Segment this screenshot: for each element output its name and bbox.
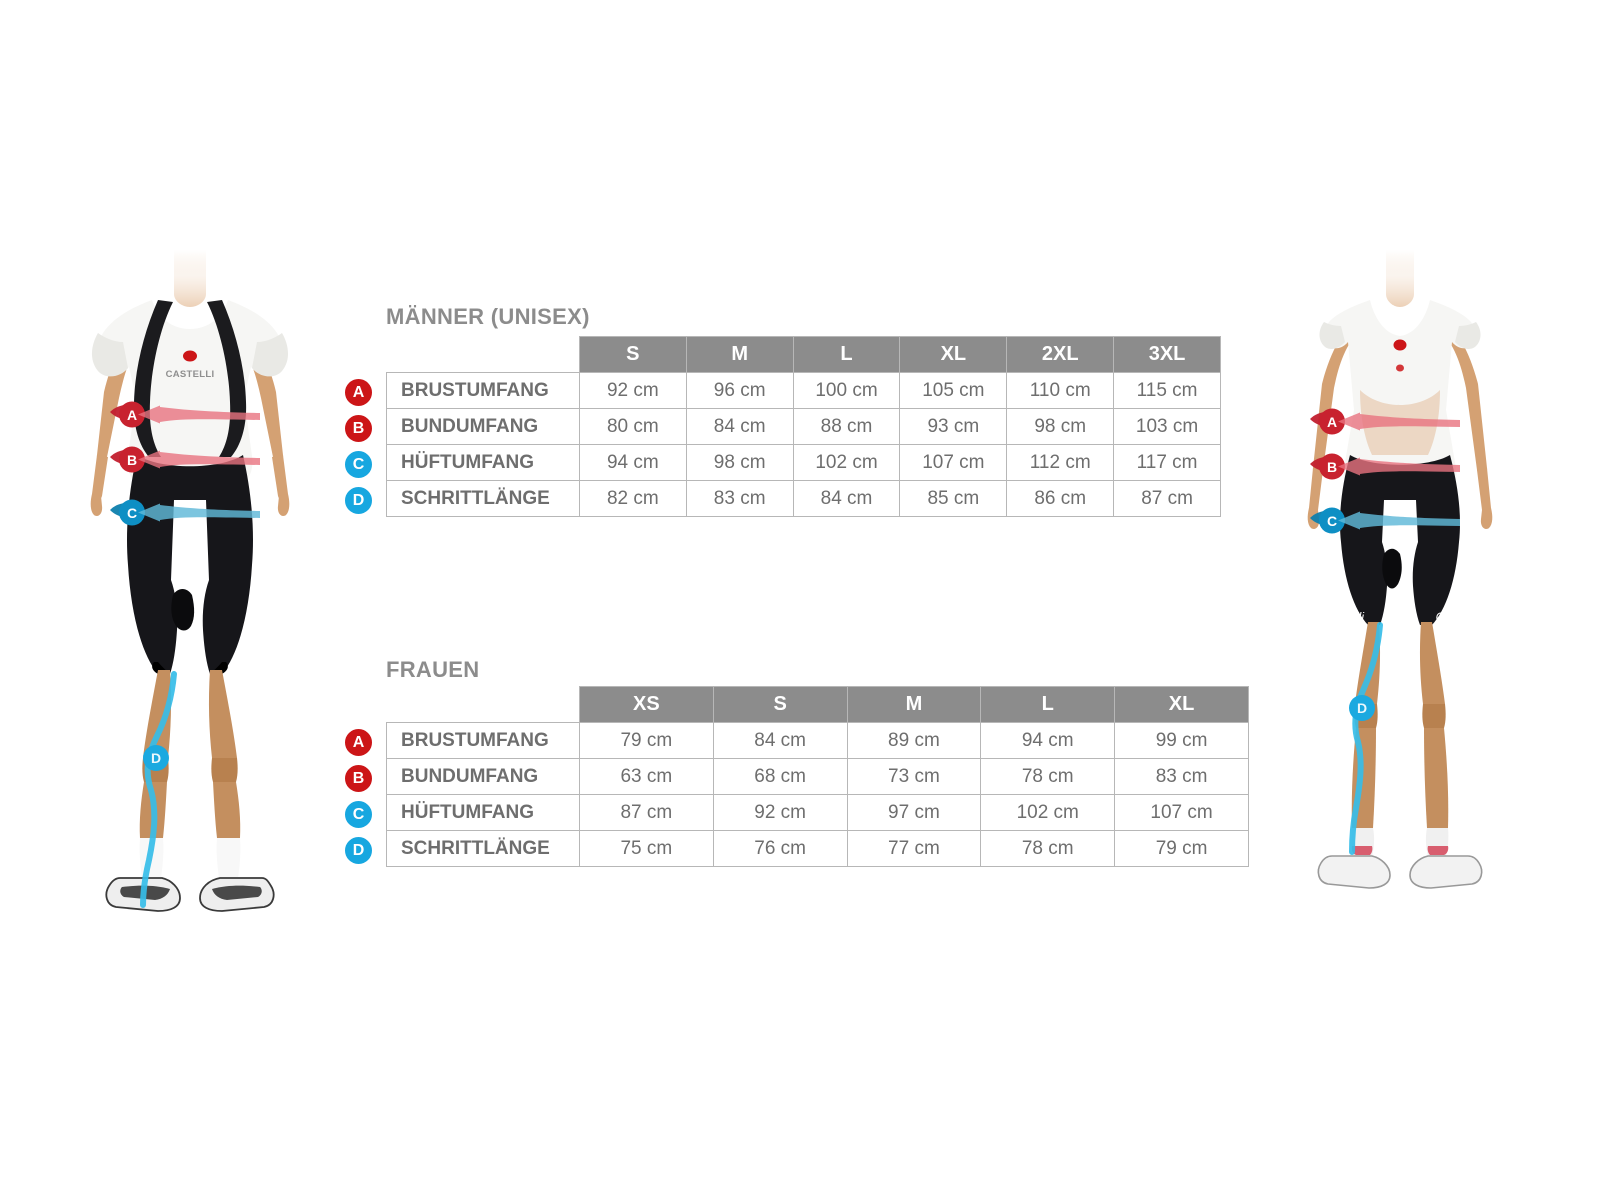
svg-text:C: C (1327, 513, 1337, 529)
svg-text:A: A (1327, 414, 1337, 430)
svg-text:B: B (1327, 459, 1337, 475)
svg-text:CASTELLI: CASTELLI (166, 369, 215, 380)
svg-text:B: B (127, 452, 137, 468)
svg-text:lli: lli (1356, 610, 1364, 624)
svg-text:C: C (1436, 610, 1445, 624)
svg-text:A: A (127, 407, 137, 423)
svg-text:D: D (1357, 700, 1367, 716)
svg-text:D: D (151, 750, 161, 766)
svg-text:C: C (127, 505, 137, 521)
